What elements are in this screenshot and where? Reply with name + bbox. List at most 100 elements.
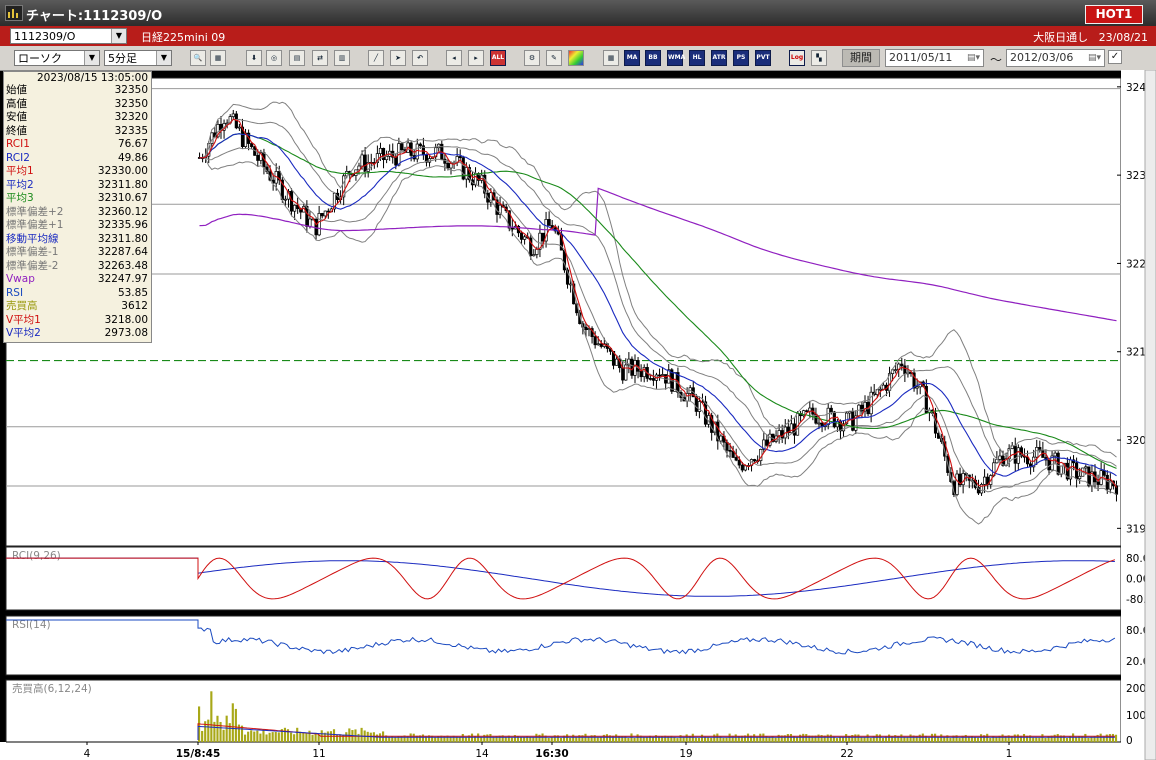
ps-button[interactable]: PS <box>733 50 749 66</box>
chevron-down-icon[interactable]: ▼ <box>111 29 126 43</box>
interval-select[interactable]: 5分足 ▼ <box>104 50 172 66</box>
candle-body <box>924 385 928 414</box>
volume-bar <box>835 738 839 742</box>
volume-bar <box>704 736 707 742</box>
candle-body <box>510 227 514 230</box>
compare-icon[interactable]: ⇄ <box>312 50 328 66</box>
tools-icon[interactable]: ✎ <box>546 50 562 66</box>
scroll-right-icon[interactable]: ▸ <box>468 50 484 66</box>
volume-bar <box>789 734 793 742</box>
volume-bar <box>1047 736 1050 742</box>
candle-body <box>1032 456 1036 468</box>
volume-bar <box>253 731 256 742</box>
volume-bar <box>802 733 805 742</box>
volume-bar <box>228 723 231 742</box>
candle-body <box>342 175 346 198</box>
atr-button[interactable]: ATR <box>711 50 727 66</box>
volume-bar <box>262 729 265 742</box>
candle-body <box>231 113 235 117</box>
chart-area[interactable]: 324003230032200321003200031900RCI(9,26)8… <box>0 70 1156 760</box>
candle-body <box>786 426 790 434</box>
draw-line-icon[interactable]: ╱ <box>368 50 384 66</box>
indicator-icon[interactable]: ▤ <box>289 50 305 66</box>
candle-body <box>716 421 720 442</box>
chevron-down-icon[interactable]: ▼ <box>84 51 99 65</box>
data-panel-row: 平均3 32310.67 <box>4 192 151 206</box>
time-axis-label: 14 <box>475 748 489 760</box>
cursor-icon[interactable]: ➤ <box>390 50 406 66</box>
volume-bar <box>750 735 753 742</box>
volume-bar <box>434 737 437 742</box>
color-palette-icon[interactable] <box>568 50 584 66</box>
data-panel-label: 標準偏差+1 <box>6 219 64 231</box>
candle-body <box>780 430 784 439</box>
wma-button[interactable]: WMA <box>667 50 685 66</box>
ma-button[interactable]: MA <box>624 50 640 66</box>
table-icon[interactable]: ▦ <box>603 50 619 66</box>
zoom-icon[interactable]: 🔍 <box>190 50 206 66</box>
download-icon[interactable]: ⬇ <box>246 50 262 66</box>
undo-icon[interactable]: ↶ <box>412 50 428 66</box>
data-panel-label: 高値 <box>6 97 27 110</box>
volume-bar <box>838 737 842 742</box>
period-label[interactable]: 期間 <box>842 49 880 67</box>
chevron-down-icon[interactable]: ▼ <box>156 51 171 65</box>
hot1-badge[interactable]: HOT1 <box>1085 5 1143 24</box>
volume-bar <box>461 733 464 742</box>
settings-icon[interactable]: ⚙ <box>524 50 540 66</box>
chart-type-select[interactable]: ローソク ▼ <box>14 50 100 66</box>
date-from-field[interactable]: 2011/05/11 ▤▾ <box>885 49 984 67</box>
time-axis-label: 15/8:45 <box>176 748 221 760</box>
volume-bar <box>1096 734 1099 742</box>
volume-bar <box>633 737 636 742</box>
apply-checkbox[interactable]: ✓ <box>1108 50 1122 64</box>
volume-bar <box>283 727 287 742</box>
volume-bar <box>446 735 449 742</box>
volume-average-1 <box>197 723 1115 740</box>
pvt-button[interactable]: PVT <box>755 50 771 66</box>
disabled-tool-icon[interactable]: ▥ <box>334 50 350 66</box>
candle-body <box>314 218 318 236</box>
volume-bar <box>710 737 713 742</box>
volume-bar <box>792 736 796 742</box>
vertical-scrollbar[interactable] <box>1144 70 1156 760</box>
volume-bar <box>572 734 575 742</box>
volume-bar <box>222 729 225 742</box>
volume-bar <box>970 735 973 742</box>
instrument-code-select[interactable]: 1112309/O ▼ <box>10 28 127 44</box>
volume-bar <box>691 733 694 742</box>
volume-bar <box>661 736 664 742</box>
volume-bar <box>1007 735 1010 742</box>
candle-body <box>863 401 867 412</box>
volume-bar <box>437 736 440 742</box>
scroll-left-icon[interactable]: ◂ <box>446 50 462 66</box>
search-chart-icon[interactable]: ◎ <box>266 50 282 66</box>
bb-button[interactable]: BB <box>645 50 661 66</box>
all-button[interactable]: ALL <box>490 50 506 66</box>
volume-bar <box>983 735 986 742</box>
rci1-line <box>6 557 1116 600</box>
candle-body <box>998 455 1002 460</box>
moving-average-1 <box>199 118 1117 488</box>
log-button[interactable]: Log <box>789 50 805 66</box>
volume-bar <box>915 736 918 742</box>
grid-icon[interactable]: ▦ <box>210 50 226 66</box>
volume-bar <box>210 691 213 742</box>
volume-bar <box>961 735 964 742</box>
volume-bar <box>621 735 624 742</box>
calendar-dropdown-icon[interactable]: ▤▾ <box>966 53 980 63</box>
volume-bar <box>553 735 556 742</box>
data-panel-row: 移動平均線 32311.80 <box>4 233 151 247</box>
layout-icon[interactable]: ▚ <box>811 50 827 66</box>
data-panel-value: 32311.80 <box>97 178 148 191</box>
volume-bar <box>713 734 716 742</box>
instrument-code-value: 1112309/O <box>14 30 76 43</box>
candle-body <box>326 210 330 213</box>
volume-bar <box>943 737 946 742</box>
volume-bar <box>317 734 320 742</box>
hl-button[interactable]: HL <box>689 50 705 66</box>
calendar-dropdown-icon[interactable]: ▤▾ <box>1087 53 1101 63</box>
date-to-field[interactable]: 2012/03/06 ▤▾ <box>1006 49 1105 67</box>
volume-bar <box>308 730 311 742</box>
volume-bar <box>296 727 299 742</box>
